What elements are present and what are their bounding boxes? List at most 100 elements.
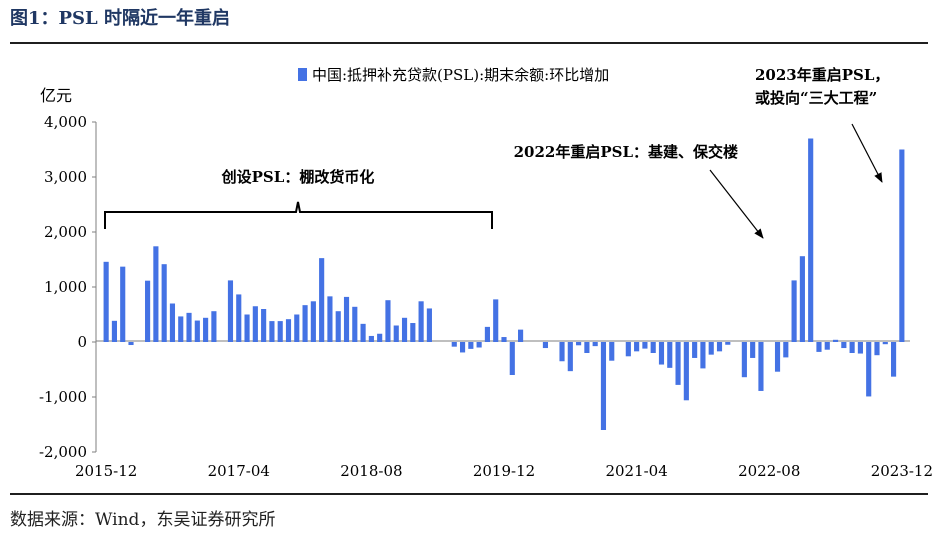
bar-2023-12 — [899, 149, 905, 342]
bar-2021-09 — [675, 342, 681, 385]
y-axis: 4,000 3,000 2,000 1,000 0 -1,000 -2,000 — [39, 113, 96, 461]
bar-2016-07 — [161, 264, 167, 342]
bar-2021-12 — [700, 342, 706, 369]
bar-2016-10 — [186, 312, 192, 342]
bar-2018-11 — [393, 325, 399, 342]
bar-2019-06 — [451, 342, 457, 347]
bar-2016-03 — [128, 342, 134, 346]
bar-2022-11 — [791, 280, 797, 342]
bar-2021-07 — [658, 342, 665, 365]
x-tick-label: 2018-08 — [340, 462, 402, 480]
x-tick-label: 2021-04 — [605, 462, 667, 480]
bar-2020-09 — [576, 342, 582, 346]
bar-2021-01 — [609, 342, 615, 361]
psl-bar-chart: 亿元 中国:抵押补充贷款(PSL):期末余额:环比增加 4,000 3,000 2,… — [39, 66, 933, 480]
bar-2019-09 — [476, 342, 482, 348]
bar-2018-01 — [310, 301, 316, 342]
x-axis: 2015-12 2017-04 2018-08 2019-12 2021-04 2022-… — [75, 462, 933, 480]
x-tick-label: 2023-12 — [871, 462, 933, 480]
bar-2023-05 — [841, 342, 847, 349]
bar-2022-07 — [758, 342, 764, 391]
annotation-2023-arrow — [851, 123, 883, 183]
y-unit-label: 亿元 — [40, 86, 72, 105]
bar-2023-11 — [891, 342, 897, 377]
y-tick-label: 2,000 — [44, 223, 87, 241]
x-tick-label: 2019-12 — [473, 462, 535, 480]
bar-2019-03 — [426, 308, 432, 342]
bar-2021-04 — [634, 342, 640, 352]
bar-2019-07 — [459, 342, 466, 353]
bar-2016-05 — [145, 280, 151, 342]
bars-group — [103, 138, 905, 430]
bar-2021-03 — [625, 342, 631, 357]
y-tick-label: 4,000 — [44, 113, 87, 131]
bar-2019-01 — [410, 323, 416, 342]
bar-2023-09 — [874, 342, 880, 356]
bar-2022-10 — [783, 342, 789, 358]
bar-2019-08 — [468, 342, 474, 349]
x-tick-label: 2015-12 — [75, 462, 137, 480]
bar-2020-08 — [567, 342, 573, 372]
bar-2023-03 — [824, 342, 830, 350]
bar-2021-11 — [692, 342, 698, 358]
bar-2023-01 — [808, 138, 814, 342]
y-tick-label: 1,000 — [44, 278, 87, 296]
bar-2017-09 — [277, 321, 283, 342]
annotation-shantytown: 创设PSL：棚改货币化 — [221, 168, 375, 186]
annotation-2022-arrow — [709, 169, 764, 239]
bar-2017-11 — [294, 314, 300, 342]
bar-2017-04 — [236, 294, 242, 342]
bar-2020-11 — [592, 342, 598, 347]
bar-2017-08 — [269, 321, 275, 342]
bar-2019-02 — [418, 301, 424, 342]
annotation-2022-restart: 2022年重启PSL：基建、保交楼 — [514, 143, 738, 161]
bar-2020-02 — [518, 329, 524, 343]
bar-2022-02 — [716, 342, 723, 352]
bar-2017-10 — [285, 319, 292, 342]
bar-2023-02 — [816, 342, 822, 352]
bar-2017-06 — [252, 306, 258, 342]
bar-2018-06 — [352, 306, 358, 342]
bar-2021-10 — [683, 342, 689, 401]
bar-2021-08 — [667, 342, 673, 368]
bar-2022-01 — [708, 342, 714, 355]
y-tick-label: 0 — [77, 333, 87, 351]
source-note: 数据来源：Wind，东吴证券研究所 — [10, 510, 276, 530]
bar-2020-05 — [542, 342, 549, 349]
bar-2023-04 — [832, 339, 839, 342]
x-tick-label: 2022-08 — [738, 462, 800, 480]
bar-2016-01 — [111, 320, 117, 342]
y-tick-label: -1,000 — [39, 388, 87, 406]
bar-2019-12 — [501, 337, 507, 342]
bar-2020-01 — [509, 342, 515, 375]
bar-2019-10 — [484, 326, 490, 343]
bar-2017-12 — [302, 305, 308, 342]
figure-title: 图1：PSL 时隔近一年重启 — [10, 8, 230, 29]
bar-2019-11 — [493, 299, 499, 343]
x-tick-label: 2017-04 — [208, 462, 270, 480]
bar-2022-05 — [741, 342, 747, 378]
bar-2022-12 — [799, 256, 805, 342]
y-tick-label: -2,000 — [39, 443, 87, 461]
bar-2021-06 — [650, 342, 656, 353]
bar-2016-02 — [120, 266, 126, 342]
bar-2016-08 — [169, 303, 176, 342]
bar-2020-12 — [600, 342, 607, 430]
bar-2018-12 — [401, 317, 408, 342]
bar-2020-10 — [584, 342, 590, 353]
bar-2017-07 — [261, 309, 267, 342]
bar-2018-03 — [327, 296, 333, 342]
annotation-2023-restart-line1: 2023年重启PSL， — [755, 66, 889, 84]
bar-2023-07 — [857, 342, 863, 354]
bar-2018-08 — [368, 335, 374, 342]
bar-2022-03 — [725, 342, 731, 345]
bar-2018-07 — [360, 323, 366, 342]
bar-2022-06 — [750, 342, 756, 358]
bar-2016-09 — [178, 316, 184, 342]
annotation-2023-restart-line2: 或投向“三大工程” — [755, 89, 877, 107]
top-rule — [10, 42, 928, 44]
bar-2023-10 — [882, 342, 888, 345]
annotation-shantytown-bracket — [104, 201, 493, 229]
legend-swatch — [298, 68, 307, 81]
bar-2016-06 — [153, 246, 159, 342]
